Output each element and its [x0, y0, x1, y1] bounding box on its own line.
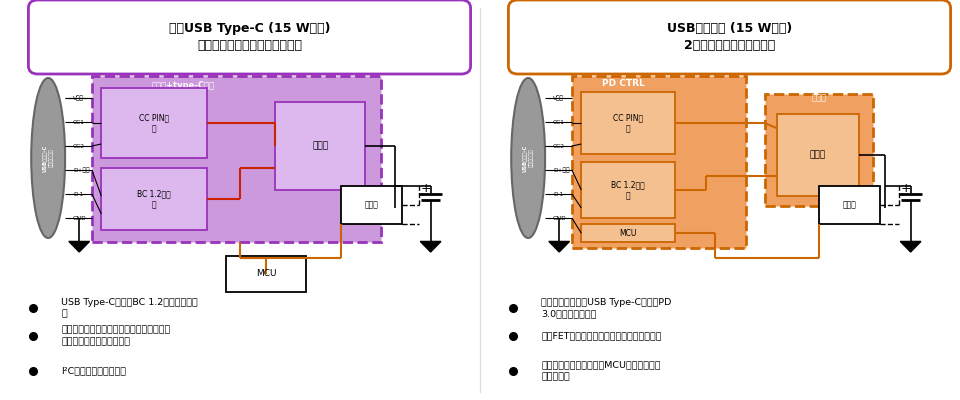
Text: Vバス: Vバス	[73, 95, 84, 101]
Text: I²Cまたは抵抗器で構成: I²Cまたは抵抗器で構成	[61, 366, 127, 375]
Bar	[341, 186, 402, 224]
Bar	[92, 76, 381, 242]
Ellipse shape	[32, 78, 65, 238]
Text: 充電器+type-C検知: 充電器+type-C検知	[152, 82, 215, 90]
Text: CC2: CC2	[73, 144, 85, 148]
Text: USBタイプ-C
レセプタクル: USBタイプ-C レセプタクル	[522, 144, 534, 172]
Bar	[819, 186, 880, 224]
Bar	[276, 102, 365, 190]
Polygon shape	[900, 242, 921, 252]
Text: CC PIN検
出: CC PIN検 出	[613, 113, 643, 133]
Text: D+キー: D+キー	[73, 167, 89, 173]
Text: CC PIN検
出: CC PIN検 出	[139, 113, 169, 133]
Text: GND: GND	[553, 216, 566, 220]
Text: 統合FETによるワイド入力電圧チャージャー: 統合FETによるワイド入力電圧チャージャー	[541, 332, 661, 341]
Text: 完全に統合されたソリューションにより、
ハードウェア設計が簡素化: 完全に統合されたソリューションにより、 ハードウェア設計が簡素化	[61, 326, 171, 346]
FancyBboxPatch shape	[29, 0, 470, 74]
Text: CC1: CC1	[73, 120, 85, 124]
Bar	[102, 88, 207, 158]
Text: PD CTRL: PD CTRL	[602, 80, 645, 88]
Bar	[582, 162, 676, 218]
Text: D-1: D-1	[553, 192, 564, 196]
Bar	[582, 92, 676, 154]
Text: 充電器: 充電器	[312, 142, 328, 150]
Text: CC2: CC2	[553, 144, 565, 148]
Bar	[572, 76, 746, 248]
Polygon shape	[420, 242, 441, 252]
Text: USBタイプ-C
レセプタクル: USBタイプ-C レセプタクル	[42, 144, 54, 172]
Text: USB電源供給 (15 W以上)
2チップのソリューション: USB電源供給 (15 W以上) 2チップのソリューション	[667, 22, 792, 52]
Text: 燃料計: 燃料計	[365, 201, 379, 210]
Text: 充電器: 充電器	[811, 94, 827, 102]
Text: USB Type-CおよびBC 1.2の検出を自動
化: USB Type-CおよびBC 1.2の検出を自動 化	[61, 298, 198, 318]
Text: +: +	[420, 182, 431, 194]
Text: BC 1.2の検
出: BC 1.2の検 出	[612, 180, 645, 200]
Ellipse shape	[512, 78, 545, 238]
Text: 燃料計: 燃料計	[843, 201, 856, 210]
Text: D+キー: D+キー	[553, 167, 569, 173]
Text: Vバス: Vバス	[553, 95, 564, 101]
Bar	[582, 224, 676, 242]
Text: CC1: CC1	[553, 120, 565, 124]
Text: 標準USB Type-C (15 W以下)
シングルチップソリューション: 標準USB Type-C (15 W以下) シングルチップソリューション	[169, 22, 330, 52]
Bar	[777, 114, 859, 196]
Bar	[765, 94, 873, 206]
Polygon shape	[549, 242, 569, 252]
Bar	[102, 168, 207, 230]
Text: すぐに使える準拠USB Type-CおよびPD
3.0コントローラー: すぐに使える準拠USB Type-CおよびPD 3.0コントローラー	[541, 298, 672, 318]
Text: MCU: MCU	[255, 270, 276, 278]
Text: D-1: D-1	[73, 192, 84, 196]
Text: BC 1.2の検
出: BC 1.2の検 出	[137, 189, 171, 209]
Text: MCU: MCU	[620, 229, 637, 238]
FancyBboxPatch shape	[509, 0, 950, 74]
Text: +: +	[900, 182, 911, 194]
Text: 充電器: 充電器	[809, 151, 826, 160]
Bar	[226, 256, 306, 292]
Polygon shape	[69, 242, 89, 252]
Text: スタンドアローンまたはMCUによって設定
された動作: スタンドアローンまたはMCUによって設定 された動作	[541, 360, 660, 381]
Text: GND: GND	[73, 216, 86, 220]
